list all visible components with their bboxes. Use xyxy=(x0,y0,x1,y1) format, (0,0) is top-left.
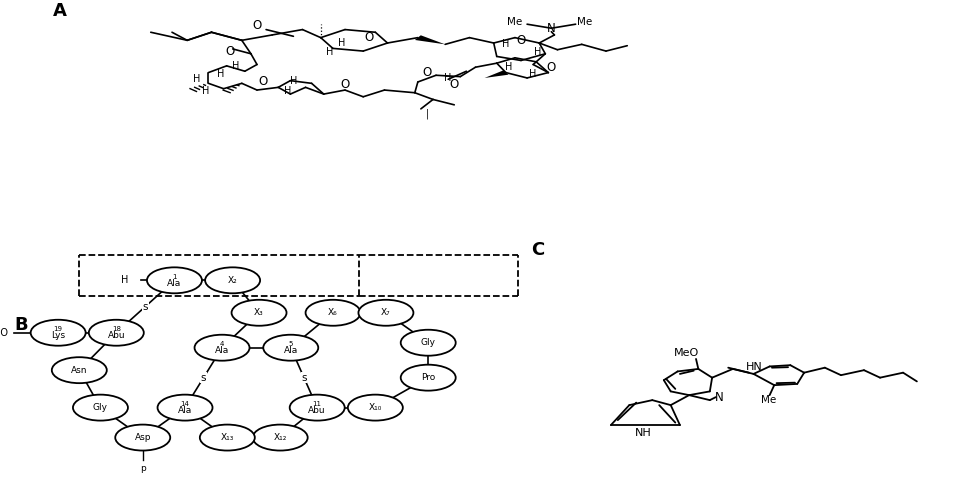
Circle shape xyxy=(358,300,413,326)
Text: O: O xyxy=(364,31,374,44)
Text: O: O xyxy=(258,75,267,88)
Polygon shape xyxy=(484,71,508,78)
Circle shape xyxy=(205,267,260,293)
Text: 14: 14 xyxy=(180,401,190,407)
Text: p: p xyxy=(140,464,146,472)
Text: N: N xyxy=(547,22,556,35)
Circle shape xyxy=(347,395,402,420)
Text: MeO: MeO xyxy=(674,348,698,358)
Text: H: H xyxy=(502,39,509,49)
Text: X₂: X₂ xyxy=(228,276,238,285)
Text: Me: Me xyxy=(760,395,776,405)
Circle shape xyxy=(89,320,144,346)
Text: 19: 19 xyxy=(54,326,63,332)
Text: Ala: Ala xyxy=(178,406,192,415)
Text: s: s xyxy=(143,301,148,312)
Text: HO: HO xyxy=(0,328,8,338)
Text: |: | xyxy=(424,108,428,119)
Polygon shape xyxy=(415,36,445,44)
Text: Lys: Lys xyxy=(51,331,66,340)
Circle shape xyxy=(147,267,201,293)
Text: H: H xyxy=(505,62,512,72)
Circle shape xyxy=(157,395,212,420)
Text: Ala: Ala xyxy=(215,346,229,355)
Text: O: O xyxy=(340,78,349,91)
Circle shape xyxy=(30,320,85,346)
Text: X₆: X₆ xyxy=(328,308,337,317)
Text: H: H xyxy=(338,38,345,48)
Circle shape xyxy=(232,300,287,326)
Circle shape xyxy=(195,335,249,360)
Text: X₇: X₇ xyxy=(380,308,390,317)
Text: X₁₀: X₁₀ xyxy=(369,403,381,412)
Text: 5: 5 xyxy=(289,341,292,347)
Text: 1: 1 xyxy=(172,274,176,280)
Text: NH: NH xyxy=(634,428,650,438)
Circle shape xyxy=(263,335,318,360)
Text: Gly: Gly xyxy=(93,403,108,412)
Text: H: H xyxy=(326,48,333,58)
Text: H: H xyxy=(232,61,240,71)
Text: X₁₂: X₁₂ xyxy=(273,433,287,442)
Text: H: H xyxy=(201,86,209,96)
Text: B: B xyxy=(15,316,28,334)
Text: Ala: Ala xyxy=(284,346,297,355)
Text: O: O xyxy=(546,60,556,74)
Text: A: A xyxy=(53,2,67,20)
Text: H: H xyxy=(121,276,128,285)
Circle shape xyxy=(52,357,107,383)
Text: Ala: Ala xyxy=(167,279,181,288)
Text: X₁₃: X₁₃ xyxy=(220,433,234,442)
Text: s: s xyxy=(200,372,206,383)
Circle shape xyxy=(289,395,344,420)
Circle shape xyxy=(400,330,455,356)
Text: C: C xyxy=(530,241,544,259)
Text: O: O xyxy=(252,19,261,32)
Text: 11: 11 xyxy=(312,401,322,407)
Text: 18: 18 xyxy=(111,326,120,332)
Circle shape xyxy=(200,425,254,451)
Text: Asn: Asn xyxy=(71,366,87,375)
Text: Abu: Abu xyxy=(308,406,326,415)
Text: X₃: X₃ xyxy=(254,308,264,317)
Text: Gly: Gly xyxy=(421,338,435,347)
Text: O: O xyxy=(225,45,234,58)
Text: H: H xyxy=(529,69,536,79)
Text: Asp: Asp xyxy=(134,433,151,442)
Text: O: O xyxy=(449,78,459,91)
Text: H: H xyxy=(289,76,296,86)
Text: H: H xyxy=(284,86,290,96)
Text: H: H xyxy=(217,69,224,79)
Text: s: s xyxy=(301,372,306,383)
Text: H: H xyxy=(444,73,452,83)
Text: O: O xyxy=(422,66,431,79)
Text: Pro: Pro xyxy=(421,373,435,382)
Circle shape xyxy=(305,300,360,326)
Text: H: H xyxy=(193,74,200,84)
Circle shape xyxy=(73,395,128,420)
Circle shape xyxy=(400,365,455,391)
Text: 4: 4 xyxy=(220,341,224,347)
Text: HN: HN xyxy=(745,362,762,372)
Circle shape xyxy=(115,425,170,451)
Text: H: H xyxy=(534,48,541,58)
Text: Abu: Abu xyxy=(108,331,125,340)
Text: Me: Me xyxy=(507,16,522,26)
Text: N: N xyxy=(714,391,723,404)
Text: O: O xyxy=(515,34,525,47)
Text: Me: Me xyxy=(577,16,592,26)
Circle shape xyxy=(252,425,307,451)
